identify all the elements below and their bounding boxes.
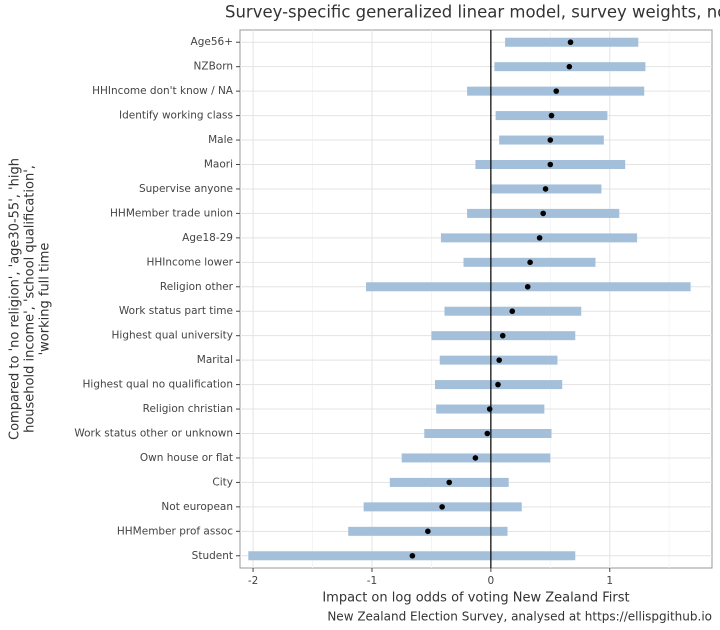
y-tick-label: HHMember trade union (110, 207, 233, 219)
y-axis-label-line: household income', 'school qualification… (23, 165, 38, 433)
y-tick-label: Age18-29 (182, 232, 233, 244)
y-tick-label: HHIncome lower (147, 256, 234, 268)
y-tick-label: Maori (204, 159, 233, 171)
estimate-point (486, 406, 493, 412)
estimate-point (540, 210, 546, 217)
x-axis-label: Impact on log odds of voting New Zealand… (322, 591, 629, 606)
estimate-point (495, 381, 501, 388)
y-tick-label: Marital (197, 354, 233, 366)
y-tick-label: HHIncome don't know / NA (92, 85, 234, 97)
estimate-point (542, 186, 549, 192)
y-tick-label: Male (208, 134, 233, 146)
estimate-point (566, 63, 573, 70)
estimate-point (409, 552, 416, 559)
estimate-point (524, 283, 531, 290)
y-tick-label: Highest qual university (112, 330, 233, 342)
y-tick-label: Work status other or unknown (74, 428, 233, 440)
estimate-point (472, 455, 479, 461)
y-axis-label-line: 'working full time (38, 243, 53, 356)
caption: New Zealand Election Survey, analysed at… (327, 610, 712, 624)
y-tick-label: City (212, 476, 233, 488)
y-tick-label: Supervise anyone (139, 183, 233, 195)
x-tick-label: -2 (248, 575, 258, 587)
estimate-point (446, 479, 453, 486)
chart-title: Survey-specific generalized linear model… (225, 3, 720, 22)
estimate-point (547, 161, 554, 168)
y-axis-label-line: Compared to 'no religion', 'age30-55', '… (8, 158, 23, 440)
estimate-point (509, 308, 516, 315)
y-tick-label: NZBorn (194, 61, 233, 73)
x-tick-label: 1 (606, 575, 613, 587)
y-tick-label: Student (192, 550, 233, 562)
x-tick-label: 0 (488, 575, 495, 587)
y-tick-label: Own house or flat (140, 452, 233, 464)
y-tick-label: Not european (161, 501, 233, 513)
y-tick-label: Religion other (160, 281, 234, 293)
y-tick-label: Identify working class (119, 110, 233, 122)
y-tick-label: HHMember prof assoc (117, 525, 233, 537)
estimate-point (567, 39, 574, 46)
estimate-point (527, 259, 533, 266)
y-tick-label: Religion christian (143, 403, 233, 415)
estimate-point (439, 504, 445, 510)
estimate-point (496, 357, 502, 363)
estimate-point (425, 528, 431, 535)
plot-panel (239, 29, 713, 569)
y-tick-label: Highest qual no qualification (83, 379, 233, 391)
y-tick-label: Work status part time (119, 305, 233, 317)
y-axis-label: Compared to 'no religion', 'age30-55', '… (8, 158, 53, 440)
estimate-point (548, 112, 555, 119)
estimate-point (553, 88, 560, 94)
estimate-point (547, 137, 554, 143)
y-tick-label: Age56+ (191, 36, 233, 48)
x-tick-label: -1 (367, 575, 377, 587)
estimate-point (484, 430, 491, 437)
estimate-point (499, 332, 506, 339)
estimate-point (536, 235, 543, 241)
